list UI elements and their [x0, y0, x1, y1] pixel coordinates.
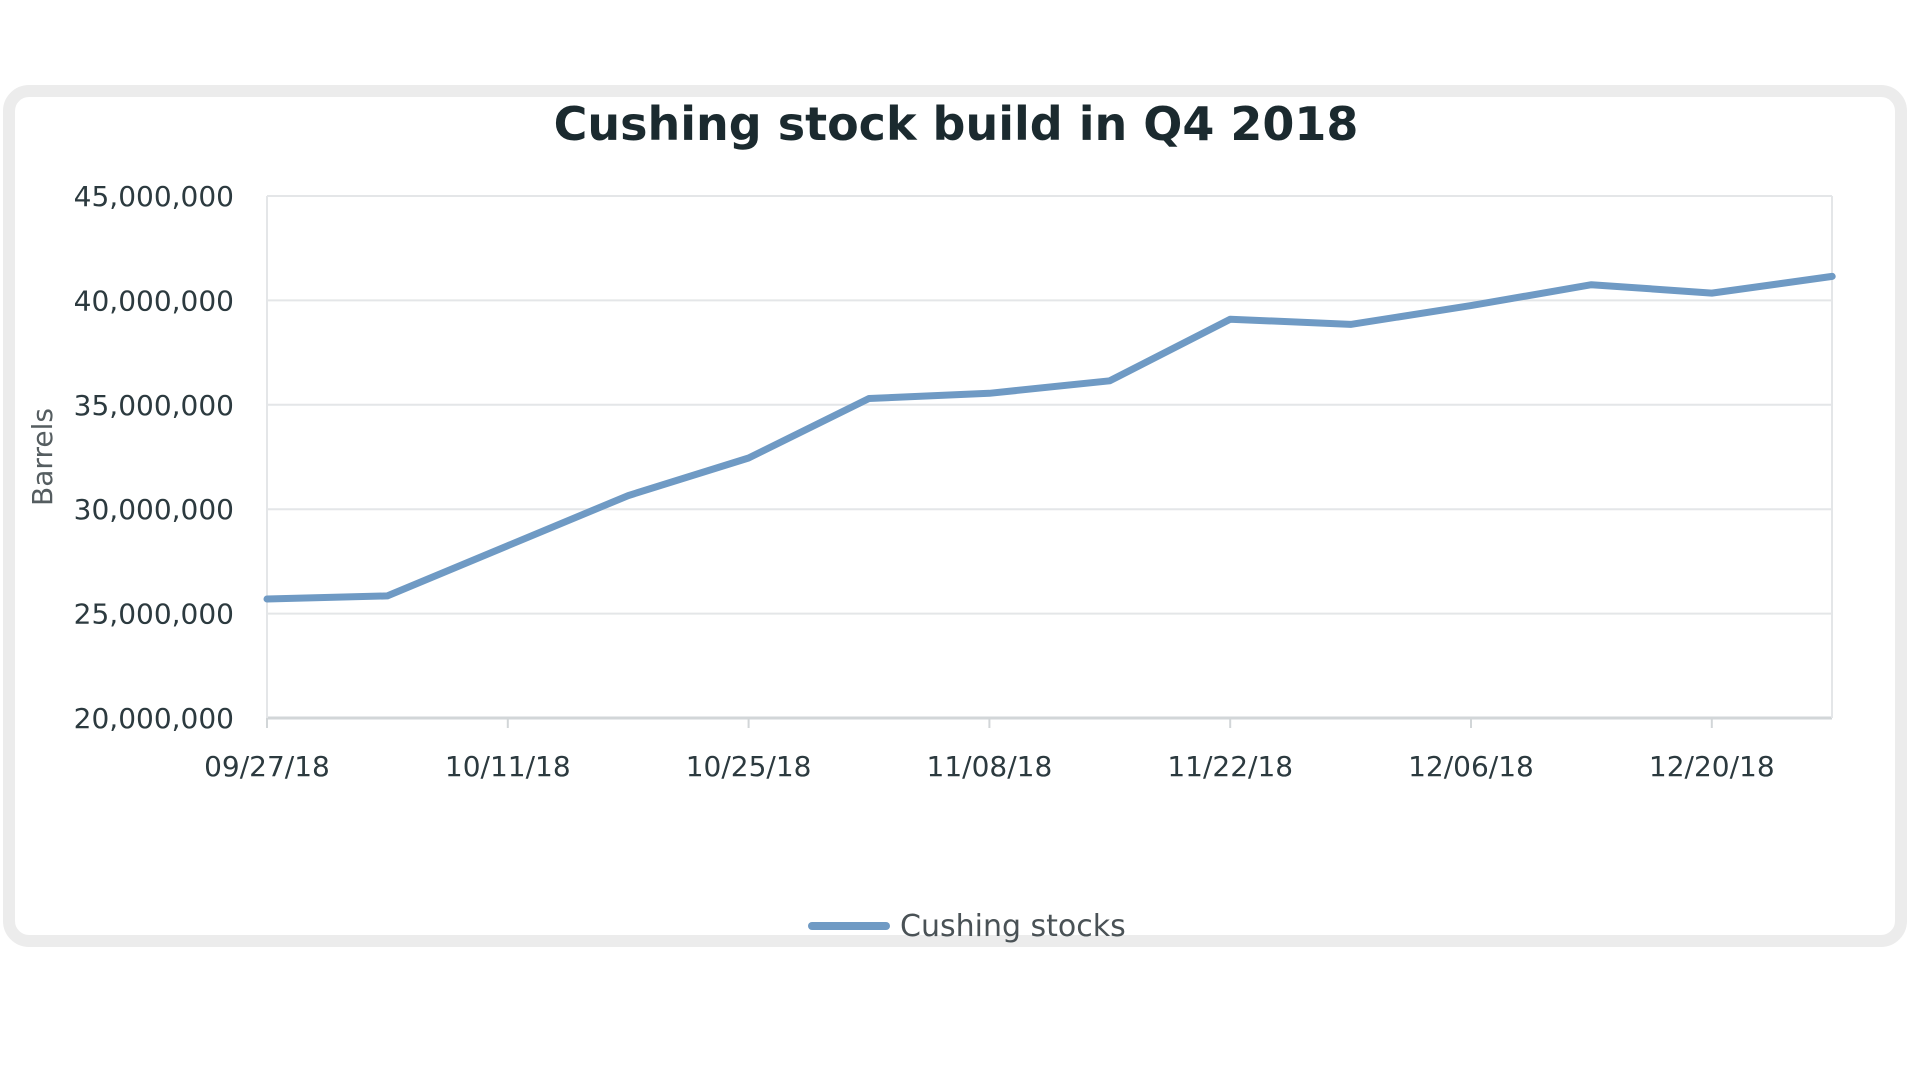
data-point [507, 545, 509, 547]
data-point [1711, 292, 1713, 294]
y-tick-label: 30,000,000 [74, 493, 234, 526]
y-tick-label: 35,000,000 [74, 389, 234, 422]
x-tick-label: 12/20/18 [1649, 750, 1775, 783]
x-tick-label: 11/22/18 [1167, 750, 1293, 783]
axes: 20,000,000 25,000,000 30,000,000 35,000,000… [74, 180, 1775, 783]
data-point [1470, 305, 1472, 307]
data-point [748, 457, 750, 459]
y-tick-label: 20,000,000 [74, 702, 234, 735]
chart-title: Cushing stock build in Q4 2018 [554, 97, 1359, 151]
data-point [1229, 318, 1231, 320]
data-point [1831, 275, 1833, 277]
x-tick-label: 09/27/18 [204, 750, 330, 783]
series-line-cushing-stocks [263, 272, 1836, 603]
legend: Cushing stocks [808, 909, 1126, 944]
data-point [266, 598, 268, 600]
y-tick-label: 40,000,000 [74, 284, 234, 317]
x-tick-label: 11/08/18 [927, 750, 1053, 783]
data-point [868, 398, 870, 400]
chart-card [3, 85, 1907, 947]
data-point [627, 495, 629, 497]
y-axis-title: Barrels [26, 408, 59, 506]
data-point [988, 392, 990, 394]
x-tick-label: 12/06/18 [1408, 750, 1534, 783]
data-point [1350, 323, 1352, 325]
y-tick-label: 45,000,000 [74, 180, 234, 213]
legend-label: Cushing stocks [900, 909, 1126, 944]
data-point [386, 595, 388, 597]
x-tick-label: 10/11/18 [445, 750, 571, 783]
x-tick-label: 10/25/18 [686, 750, 812, 783]
y-tick-label: 25,000,000 [74, 598, 234, 631]
series-layer [263, 272, 1836, 603]
data-point [1109, 380, 1111, 382]
data-point [1590, 284, 1592, 286]
grid [266, 195, 1833, 720]
